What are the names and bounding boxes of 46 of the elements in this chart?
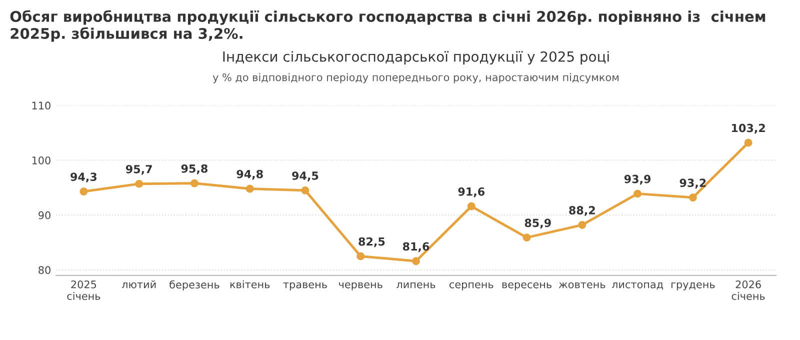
x-tick-label: 2025 січень — [67, 280, 100, 300]
point — [522, 234, 531, 242]
x-tick-label: вересень — [502, 282, 552, 290]
data-label: 94,8 — [236, 170, 263, 180]
x-tick-label: березень — [170, 280, 220, 291]
point — [634, 190, 642, 198]
y-tick-label: 100 — [32, 156, 50, 164]
chart-subtitle: Індекси сільськогосподарської продукції у 2025 році — [223, 51, 609, 65]
data-label: 94,3 — [70, 172, 97, 182]
data-label: 93,2 — [680, 178, 706, 188]
data-label: 94,5 — [292, 172, 318, 182]
data-label: 93,9 — [624, 174, 651, 185]
y-tick-label: 80 — [38, 266, 50, 274]
point — [80, 188, 88, 196]
point — [301, 186, 310, 194]
point — [744, 138, 752, 147]
x-tick-label: липень — [396, 282, 436, 288]
point — [578, 220, 586, 229]
x-tick-label: 2026 січень — [732, 280, 765, 300]
x-tick-label: лютий — [122, 280, 156, 288]
y-tick-label: 90 — [38, 211, 50, 220]
x-tick-label: червень — [339, 282, 382, 290]
x-tick-label: листопад — [612, 282, 663, 290]
point — [412, 257, 420, 266]
text: у % до відповідного періоду попереднього року, наростаючим підсумком — [212, 73, 619, 84]
data-label: 103,2 — [732, 124, 765, 134]
y-tick-label: 110 — [32, 102, 50, 110]
x-tick-label: жовтень — [558, 282, 606, 288]
point — [190, 179, 198, 188]
data-label: 91,6 — [458, 187, 484, 198]
data-label: 82,5 — [358, 237, 385, 248]
data-label: 95,7 — [126, 164, 152, 175]
x-tick-label: грудень — [671, 282, 715, 290]
point — [467, 202, 476, 210]
data-label: 88,2 — [569, 206, 595, 216]
point — [688, 194, 697, 202]
x-tick-label: квітень — [230, 280, 270, 288]
data-label: 81,6 — [402, 242, 430, 252]
chart-title: Обсяг виробництва продукції сільського господарства в січні 2026р. порівняно із січнем 2025р. збільшився на 3,2%. — [10, 10, 766, 42]
x-tick-label: травень — [283, 282, 327, 290]
point — [135, 180, 144, 188]
x-tick-label: серпень — [450, 282, 494, 290]
point — [246, 184, 254, 193]
data-label: 85,9 — [524, 218, 551, 228]
data-label: 95,8 — [181, 164, 208, 174]
point — [356, 252, 365, 260]
